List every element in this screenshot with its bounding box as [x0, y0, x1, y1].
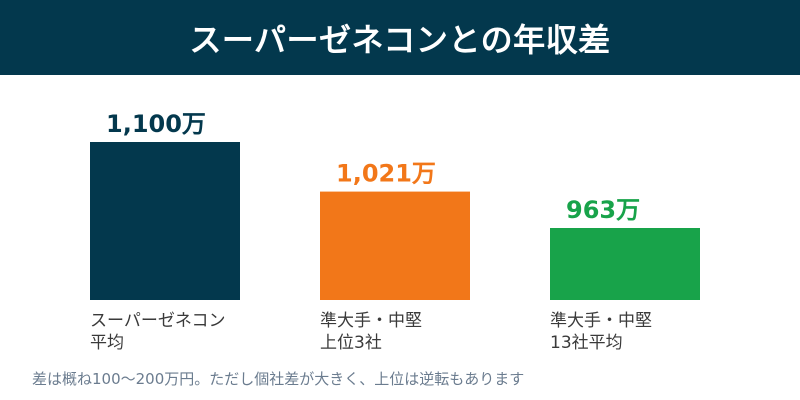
value-label-3: 963万	[566, 196, 640, 224]
title-banner: スーパーゼネコンとの年収差	[0, 0, 800, 75]
category-label-line: 上位3社	[320, 333, 382, 353]
category-label-line: 平均	[90, 333, 124, 353]
category-label-super-general-contractor: スーパーゼネコン 平均	[90, 310, 226, 354]
chart-title: スーパーゼネコンとの年収差	[189, 20, 611, 59]
category-label-line: 準大手・中堅	[320, 311, 422, 331]
value-label-2: 1,021万	[336, 160, 436, 188]
footnote: 差は概ね100〜200万円。ただし個社差が大きく、上位は逆転もあります	[32, 370, 525, 388]
bar-2	[320, 191, 470, 300]
category-label-13-company-average: 準大手・中堅 13社平均	[550, 310, 652, 354]
value-label-1: 1,100万	[106, 110, 206, 138]
category-label-line: スーパーゼネコン	[90, 311, 226, 331]
category-label-upper3: 準大手・中堅 上位3社	[320, 310, 422, 354]
bar-1	[90, 142, 240, 300]
bar-3	[550, 228, 700, 300]
category-label-line: 13社平均	[550, 333, 623, 353]
category-label-line: 準大手・中堅	[550, 311, 652, 331]
